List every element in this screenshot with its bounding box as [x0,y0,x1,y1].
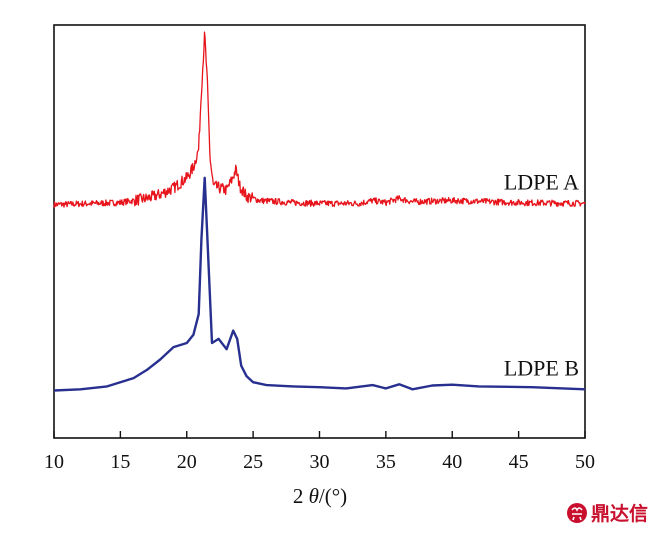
x-tick-label: 30 [310,451,330,473]
x-tick-label: 50 [575,451,595,473]
series-layer [53,31,586,392]
x-tick-label: 45 [509,451,529,473]
series-label-2: LDPE B [504,355,579,380]
series-labels: LDPE A LDPE B [504,169,579,380]
x-tick-label: 15 [110,451,130,473]
x-tick-label: 35 [376,451,396,473]
series-line-2 [53,176,586,392]
x-tick-label: 10 [44,451,64,473]
x-axis-ticks: 10 15 20 25 30 35 40 45 50 [44,431,595,473]
x-tick-label: 40 [442,451,462,473]
series-label-1: LDPE A [504,169,579,194]
watermark-text: 鼎达信 [591,502,648,525]
series-line-1 [53,31,586,208]
x-tick-label: 25 [243,451,263,473]
watermark: 鼎达信 [567,502,648,525]
x-axis-title: 2 θ/(°) [293,484,347,508]
seal-icon [567,503,587,523]
x-tick-label: 20 [177,451,197,473]
